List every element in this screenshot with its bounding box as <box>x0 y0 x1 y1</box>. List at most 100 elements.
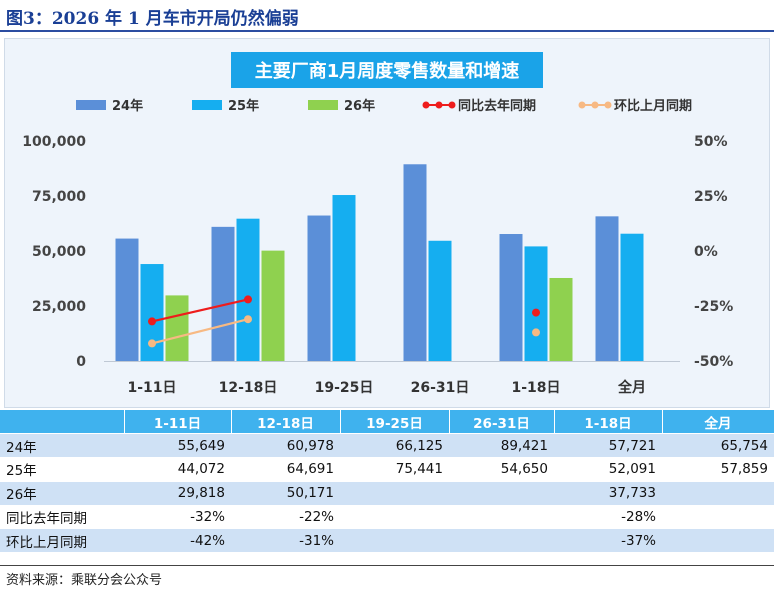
table-cell: -31% <box>231 528 340 554</box>
table-row: 同比去年同期 -32% -22% -28% <box>0 505 774 530</box>
x-tick-label: 1-18日 <box>511 380 560 396</box>
y-right-tick-label: 50% <box>694 134 728 150</box>
series-line <box>151 298 249 323</box>
table-cell: -22% <box>231 505 340 530</box>
table-cell: 75,441 <box>340 457 449 482</box>
line-point <box>148 339 156 348</box>
bar <box>403 164 427 361</box>
series-line <box>151 318 249 345</box>
table-cell: 89,421 <box>449 433 554 459</box>
line-point <box>148 317 156 326</box>
bar <box>140 264 164 361</box>
bar <box>165 295 189 361</box>
table-cell <box>340 505 449 530</box>
legend-swatch <box>192 100 222 110</box>
chart-title: 主要厂商1月周度零售数量和增速 <box>255 60 520 82</box>
x-tick-label: 26-31日 <box>411 380 470 396</box>
legend-marker <box>422 101 430 109</box>
row-label: 25年 <box>0 457 124 482</box>
bar <box>499 234 523 361</box>
table-cell: 60,978 <box>231 433 340 459</box>
title-rule <box>0 30 774 32</box>
bar <box>236 218 260 361</box>
bar <box>115 238 139 361</box>
x-tick-label: 1-11日 <box>127 380 176 396</box>
table-row: 26年 29,818 50,171 37,733 <box>0 481 774 506</box>
table-cell: 57,721 <box>554 433 662 459</box>
table-header: 12-18日 <box>231 410 341 435</box>
table-cell <box>449 481 554 506</box>
y-left-tick-label: 100,000 <box>22 134 86 150</box>
table-header: 19-25日 <box>340 410 450 435</box>
bar <box>595 216 619 361</box>
y-left-tick-label: 0 <box>76 354 86 370</box>
table-header <box>0 410 125 435</box>
line-point <box>244 315 252 324</box>
data-table: 1-11日 12-18日 19-25日 26-31日 1-18日 全月 24年 … <box>0 410 774 554</box>
bar <box>261 250 285 361</box>
bar <box>307 215 331 361</box>
table-cell: 37,733 <box>554 481 662 506</box>
line-point <box>532 308 540 317</box>
legend-marker <box>604 101 612 109</box>
legend-label: 26年 <box>344 98 375 114</box>
row-label: 24年 <box>0 433 124 459</box>
legend-marker <box>435 101 443 109</box>
legend-marker <box>591 101 599 109</box>
table-cell <box>662 505 774 530</box>
bar <box>211 226 235 361</box>
table-cell <box>449 505 554 530</box>
legend-marker <box>578 101 586 109</box>
table-cell: 52,091 <box>554 457 662 482</box>
table-cell: 64,691 <box>231 457 340 482</box>
line-point <box>244 295 252 304</box>
table-header: 26-31日 <box>449 410 555 435</box>
table-cell: 44,072 <box>124 457 231 482</box>
y-right-tick-label: 25% <box>694 189 728 205</box>
chart-svg: 主要厂商1月周度零售数量和增速 24年 25年 26年 同比去年同期 环比上月同期 0 25,… <box>4 38 770 408</box>
legend-swatch <box>308 100 338 110</box>
y-left-tick-label: 25,000 <box>32 299 86 315</box>
legend-label: 同比去年同期 <box>458 98 536 114</box>
legend-label: 24年 <box>112 98 143 114</box>
table-cell: 65,754 <box>662 433 774 459</box>
y-left-tick-label: 75,000 <box>32 189 86 205</box>
table-cell: 54,650 <box>449 457 554 482</box>
table-cell: 57,859 <box>662 457 774 482</box>
table-cell: 55,649 <box>124 433 231 459</box>
table-cell <box>340 481 449 506</box>
legend-label: 25年 <box>228 98 259 114</box>
bar <box>332 195 356 361</box>
table-row: 环比上月同期 -42% -31% -37% <box>0 528 774 554</box>
source-rule <box>0 565 774 566</box>
x-tick-label: 12-18日 <box>219 380 278 396</box>
table-cell: -28% <box>554 505 662 530</box>
table-cell <box>340 528 449 554</box>
table-cell: 50,171 <box>231 481 340 506</box>
line-point <box>532 328 540 337</box>
table-header-row: 1-11日 12-18日 19-25日 26-31日 1-18日 全月 <box>0 410 774 435</box>
table-header: 全月 <box>662 410 774 435</box>
table-header: 1-18日 <box>554 410 663 435</box>
source-note: 资料来源：乘联分会公众号 <box>6 573 163 588</box>
x-tick-label: 19-25日 <box>315 380 374 396</box>
bar <box>524 246 548 361</box>
y-right-tick-label: -25% <box>694 299 733 315</box>
chart: 主要厂商1月周度零售数量和增速 24年 25年 26年 同比去年同期 环比上月同期 0 25,… <box>4 38 770 408</box>
y-left-tick-label: 50,000 <box>32 244 86 260</box>
y-right-tick-label: 0% <box>694 244 718 260</box>
x-tick-label: 全月 <box>617 379 646 396</box>
table-cell: 29,818 <box>124 481 231 506</box>
y-right-tick-label: -50% <box>694 354 733 370</box>
table-cell <box>662 481 774 506</box>
bar <box>549 277 573 361</box>
table-cell <box>662 528 774 554</box>
table-cell: -32% <box>124 505 231 530</box>
chart-title-banner <box>231 52 543 88</box>
bar <box>428 240 452 361</box>
row-label: 环比上月同期 <box>0 528 124 554</box>
legend-label: 环比上月同期 <box>614 98 692 114</box>
legend-swatch <box>76 100 106 110</box>
table-cell: -37% <box>554 528 662 554</box>
table-cell: -42% <box>124 528 231 554</box>
